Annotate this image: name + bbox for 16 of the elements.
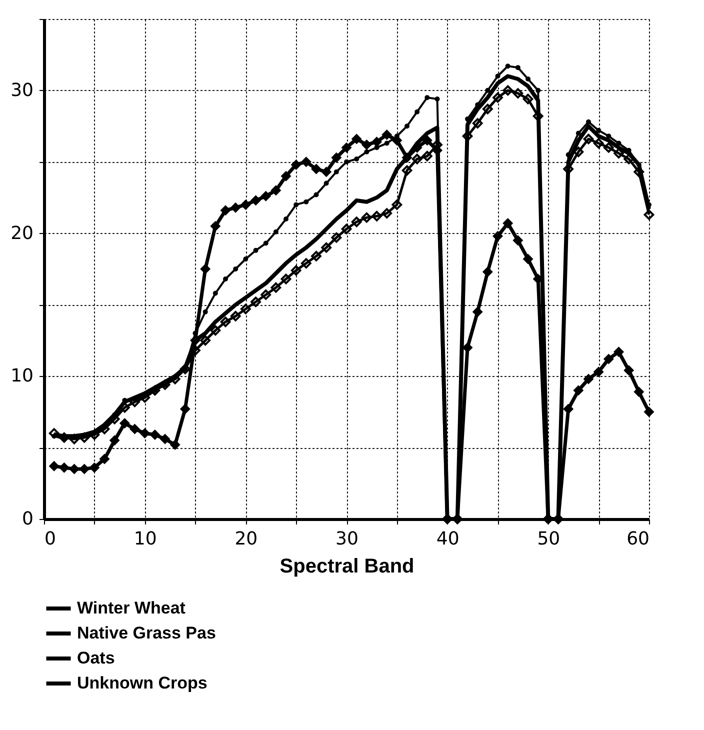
legend-label: Winter Wheat bbox=[77, 598, 186, 618]
x-axis-title: Spectral Band bbox=[280, 556, 414, 578]
legend-label: Oats bbox=[77, 648, 115, 668]
x-tick-label: 20 bbox=[234, 528, 258, 550]
legend-label: Unknown Crops bbox=[77, 674, 208, 692]
y-tick-label: 0 bbox=[22, 508, 34, 530]
y-tick-label: 20 bbox=[10, 222, 34, 244]
y-tick-label: 10 bbox=[10, 366, 34, 387]
x-tick-label: 40 bbox=[436, 528, 460, 550]
x-tick-label: 10 bbox=[134, 528, 157, 550]
legend-label: Native Grass Pas bbox=[77, 624, 216, 642]
x-tick-label: 0 bbox=[44, 528, 56, 550]
x-tick-label: 30 bbox=[336, 528, 358, 550]
x-tick-label: 60 bbox=[626, 528, 650, 550]
y-tick-label: 30 bbox=[10, 80, 34, 101]
x-tick-label: 50 bbox=[537, 528, 560, 550]
